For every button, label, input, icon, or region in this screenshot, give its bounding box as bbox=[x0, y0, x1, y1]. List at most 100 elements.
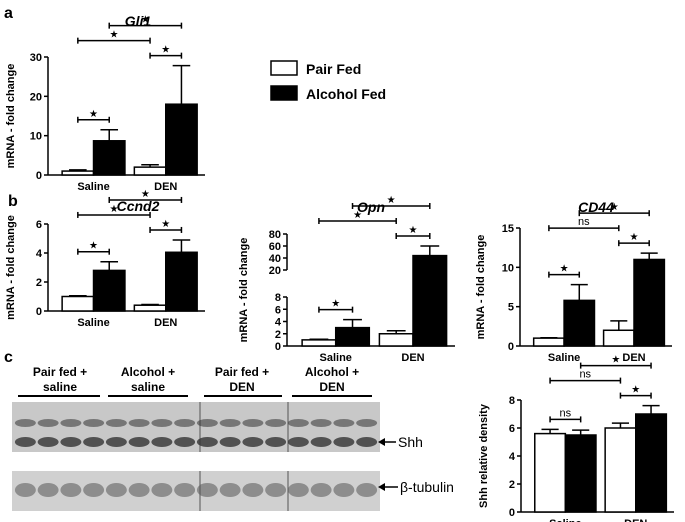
chart-title: Ccnd2 bbox=[117, 198, 160, 214]
blot-band bbox=[14, 419, 36, 427]
blot-band bbox=[128, 437, 150, 447]
y-tick-label: 2 bbox=[275, 329, 281, 341]
blot-band bbox=[83, 483, 105, 497]
blot-band bbox=[356, 483, 378, 497]
y-tick-label: 2 bbox=[36, 277, 42, 289]
y-tick-label: 20 bbox=[269, 265, 281, 277]
blot-band bbox=[242, 483, 264, 497]
y-axis-label: mRNA - fold change bbox=[475, 235, 487, 340]
bar bbox=[532, 337, 565, 347]
blot-band bbox=[219, 483, 241, 497]
y-tick-label: 0 bbox=[509, 507, 515, 519]
y-tick-label: 60 bbox=[269, 241, 281, 253]
sig-label: ns bbox=[579, 369, 591, 381]
y-tick-label: 0 bbox=[275, 341, 281, 353]
blot-band bbox=[333, 437, 355, 447]
y-tick-label: 6 bbox=[275, 304, 281, 316]
y-tick-label: 5 bbox=[508, 302, 514, 314]
bar bbox=[61, 170, 95, 176]
y-tick-label: 0 bbox=[508, 341, 514, 353]
sig-label: ns bbox=[560, 407, 572, 419]
y-tick-label: 4 bbox=[275, 317, 282, 329]
blot-band bbox=[14, 437, 36, 447]
blot-band bbox=[310, 483, 332, 497]
blot-band bbox=[287, 483, 309, 497]
blot-band bbox=[287, 437, 309, 447]
y-tick-label: 4 bbox=[509, 451, 516, 463]
bar bbox=[378, 333, 414, 347]
y-tick-label: 8 bbox=[275, 292, 281, 304]
bar bbox=[334, 326, 371, 347]
blot-band bbox=[219, 437, 241, 447]
blot-band bbox=[174, 419, 196, 427]
y-tick-label: 2 bbox=[509, 479, 515, 491]
sig-label: ★ bbox=[409, 225, 418, 236]
bar bbox=[564, 434, 597, 513]
blot-group-2-line1: Alcohol + bbox=[121, 365, 175, 379]
y-axis-label: mRNA - fold change bbox=[5, 215, 17, 320]
x-tick-label: Saline bbox=[320, 352, 352, 364]
y-tick-label: 4 bbox=[36, 248, 43, 260]
blot-band bbox=[105, 483, 127, 497]
sig-label: ★ bbox=[631, 385, 640, 396]
blot-band bbox=[37, 437, 59, 447]
blot-band bbox=[105, 419, 127, 427]
blot-group-1-line1: Pair fed + bbox=[33, 365, 87, 379]
y-axis-label: mRNA - fold change bbox=[238, 238, 250, 343]
blot-band bbox=[310, 437, 332, 447]
blot-band bbox=[219, 419, 241, 427]
blot-group-1-line2: saline bbox=[43, 380, 77, 394]
blot-band bbox=[151, 419, 173, 427]
x-tick-label: Saline bbox=[77, 181, 109, 193]
blot-band bbox=[265, 437, 287, 447]
blot-group-3-line1: Pair fed + bbox=[215, 365, 269, 379]
x-tick-label: Saline bbox=[548, 352, 580, 364]
y-tick-label: 80 bbox=[269, 229, 281, 241]
y-tick-label: 40 bbox=[269, 253, 281, 265]
blot-band bbox=[196, 419, 218, 427]
sig-label: ★ bbox=[611, 355, 620, 366]
legend-label-alcohol-fed: Alcohol Fed bbox=[306, 86, 386, 102]
sig-label: ★ bbox=[89, 109, 98, 120]
blot-band bbox=[105, 437, 127, 447]
y-tick-label: 20 bbox=[30, 91, 42, 103]
bar bbox=[633, 258, 666, 347]
chart-title: CD44 bbox=[578, 199, 614, 215]
blot-band bbox=[37, 419, 59, 427]
bar bbox=[92, 269, 126, 312]
y-tick-label: 8 bbox=[509, 395, 515, 407]
bar bbox=[133, 166, 167, 176]
y-tick-label: 15 bbox=[502, 223, 514, 235]
blot-tubulin-strip bbox=[12, 471, 380, 511]
sig-label: ★ bbox=[89, 241, 98, 252]
x-tick-label: Saline bbox=[549, 518, 581, 522]
blot-band bbox=[14, 483, 36, 497]
y-axis-label: Shh relative density bbox=[478, 403, 490, 508]
blot-band bbox=[356, 419, 378, 427]
y-tick-label: 0 bbox=[36, 306, 42, 318]
panel-label-c: c bbox=[4, 349, 13, 366]
blot-band bbox=[196, 437, 218, 447]
blot-band bbox=[287, 419, 309, 427]
sig-label: ★ bbox=[353, 210, 362, 221]
sig-label: ★ bbox=[610, 202, 619, 213]
y-tick-label: 10 bbox=[30, 131, 42, 143]
panel-label-b: b bbox=[8, 193, 18, 210]
blot-band bbox=[310, 419, 332, 427]
blot-band-label-shh: Shh bbox=[378, 434, 423, 450]
blot-band bbox=[37, 483, 59, 497]
legend-swatch-pair-fed bbox=[270, 60, 298, 76]
sig-label: ★ bbox=[331, 299, 340, 310]
blot-group-4-line2: DEN bbox=[319, 380, 344, 394]
sig-label: ★ bbox=[109, 204, 118, 215]
sig-label: ★ bbox=[161, 45, 170, 56]
blot-band bbox=[151, 483, 173, 497]
bar bbox=[61, 295, 95, 312]
chart-title: Opn bbox=[357, 199, 385, 215]
bar bbox=[92, 140, 126, 176]
blot-band bbox=[333, 483, 355, 497]
blot-band bbox=[196, 483, 218, 497]
